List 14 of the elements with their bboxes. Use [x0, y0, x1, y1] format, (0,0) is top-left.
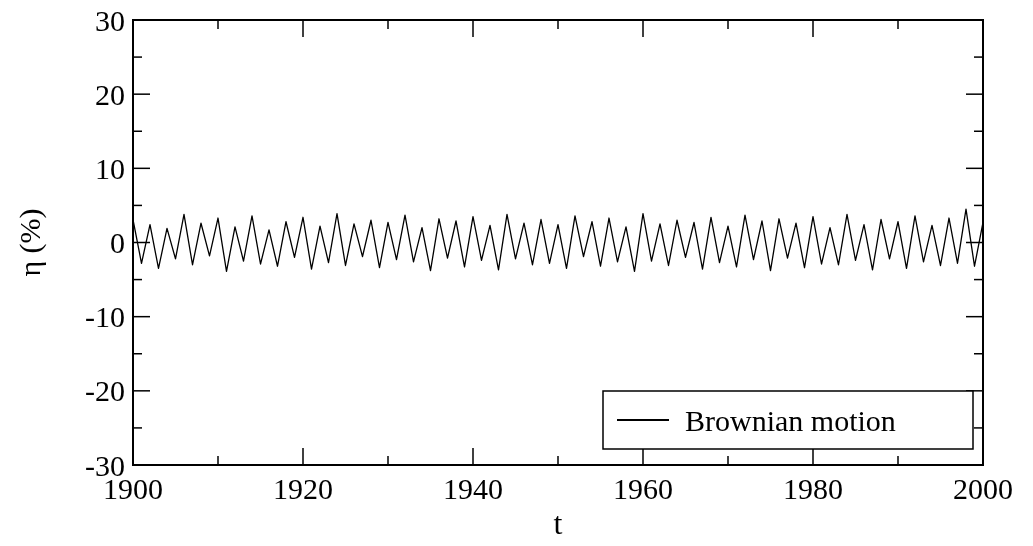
y-axis-title: η (%)	[13, 208, 47, 277]
legend-label: Brownian motion	[685, 403, 896, 437]
x-tick-label: 1940	[443, 472, 503, 505]
y-tick-label: -10	[85, 300, 125, 334]
y-tick-label: 0	[110, 226, 125, 259]
x-axis-title: t	[553, 505, 563, 541]
y-tick-label: 20	[95, 77, 125, 111]
x-tick-label: 1920	[273, 472, 333, 505]
x-tick-label: 2000	[953, 472, 1013, 505]
x-tick-label: 1980	[783, 472, 843, 505]
y-tick-label: 10	[95, 151, 125, 185]
x-tick-label: 1960	[613, 472, 673, 505]
y-tick-label: 30	[95, 3, 125, 37]
y-tick-label: -20	[85, 374, 125, 408]
